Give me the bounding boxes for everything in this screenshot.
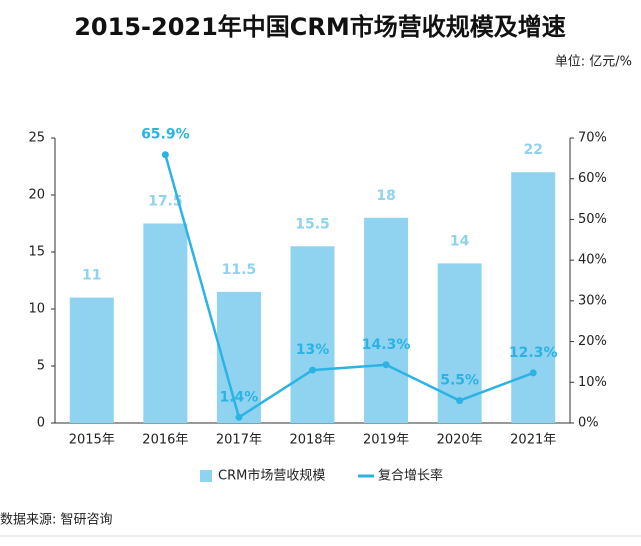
line-value-label: 13%: [296, 342, 330, 358]
line-value-label: 14.3%: [362, 337, 411, 353]
bar-value-label: 18: [376, 188, 395, 204]
x-tick-label: 2016年: [142, 433, 188, 448]
y-tick-label: 25: [28, 131, 45, 146]
line-value-label: 65.9%: [141, 127, 190, 143]
chart-title: 2015-2021年中国CRM市场营收规模及增速: [74, 13, 566, 41]
x-tick-label: 2020年: [437, 433, 483, 448]
line-point: [161, 151, 169, 159]
line: [164, 154, 534, 420]
y-tick-label: 5: [37, 359, 45, 374]
y-tick-label: 10: [28, 302, 45, 317]
bar-value-label: 11: [82, 268, 101, 284]
bar-value-label: 22: [523, 142, 542, 158]
bar: [216, 291, 261, 423]
y2-tick-label: 0%: [578, 416, 599, 431]
x-tick-label: 2015年: [69, 433, 115, 448]
bar-value-label: 17.5: [148, 194, 183, 210]
line-point: [309, 366, 316, 374]
y2-tick-label: 10%: [578, 375, 607, 390]
y2-tick-label: 60%: [578, 171, 607, 186]
y-tick-label: 20: [28, 188, 45, 203]
bar: [290, 246, 335, 423]
y2-tick-label: 20%: [578, 334, 607, 349]
line-value-label: 12.3%: [509, 345, 558, 361]
y2-tick-label: 30%: [578, 293, 607, 308]
legend-swatch: [200, 470, 212, 482]
line-value-label: 5.5%: [440, 373, 479, 389]
line-value-label: 1.4%: [220, 389, 259, 405]
line-point: [382, 361, 390, 369]
source: 数据来源: 智研咨询: [0, 513, 113, 528]
bar-value-label: 14: [450, 233, 470, 249]
y-tick-label: 15: [28, 245, 45, 260]
bar-value-label: 15.5: [295, 216, 330, 232]
line-point: [529, 369, 537, 377]
y2-tick-label: 50%: [578, 212, 607, 227]
legend-label: CRM市场营收规模: [218, 468, 325, 484]
bar-value-label: 11.5: [222, 262, 257, 278]
y2-tick-label: 40%: [578, 253, 607, 268]
x-tick-label: 2021年: [510, 433, 556, 448]
x-tick-label: 2019年: [363, 433, 409, 448]
legend-label: 复合增长率: [378, 468, 443, 484]
x-tick-label: 2018年: [289, 433, 335, 448]
unit-note: 单位: 亿元/%: [555, 55, 632, 70]
line-point: [235, 413, 243, 421]
bar: [511, 172, 556, 423]
line-point: [456, 397, 464, 405]
bar: [69, 297, 114, 423]
y2-tick-label: 70%: [578, 131, 607, 146]
x-tick-label: 2017年: [216, 433, 262, 448]
bar: [143, 223, 188, 423]
y-tick-label: 0: [37, 416, 45, 431]
bar: [364, 217, 409, 423]
